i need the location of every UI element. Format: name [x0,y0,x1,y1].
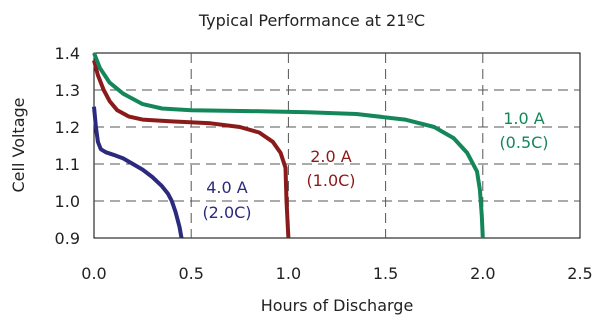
series-labels: 4.0 A (2.0C) 2.0 A (1.0C) 1.0 A (0.5C) [202,109,548,222]
x-tick-label: 1.0 [276,264,301,283]
y-tick-label: 1.0 [55,192,80,211]
series-line-0 [92,106,184,239]
y-tick-label: 1.3 [55,81,80,100]
series-note-0: (2.0C) [202,203,251,222]
series-line-1 [92,59,291,239]
series-note-2: (0.5C) [499,133,548,152]
grid-lines [94,53,580,238]
series-label-1: 2.0 A [310,147,352,166]
x-tick-label: 1.5 [373,264,398,283]
y-tick-label: 1.2 [55,118,80,137]
x-tick-label: 2.0 [470,264,495,283]
x-axis-label: Hours of Discharge [261,296,414,315]
chart-title: Typical Performance at 21ºC [198,11,425,30]
x-tick-label: 0.5 [178,264,203,283]
y-tick-label: 1.4 [55,44,80,63]
series-note-1: (1.0C) [306,171,355,190]
y-tick-label: 1.1 [55,155,80,174]
series-label-0: 4.0 A [206,178,248,197]
tick-labels: 0.9 1.0 1.1 1.2 1.3 1.4 0.0 0.5 1.0 1.5 2.0 2.5 [55,44,593,283]
series-layer [92,52,485,239]
x-tick-label: 2.5 [567,264,592,283]
x-tick-label: 0.0 [81,264,106,283]
series-line-2 [92,52,485,239]
series-label-2: 1.0 A [503,109,545,128]
y-axis-label: Cell Voltage [9,97,28,192]
y-tick-label: 0.9 [55,229,80,248]
